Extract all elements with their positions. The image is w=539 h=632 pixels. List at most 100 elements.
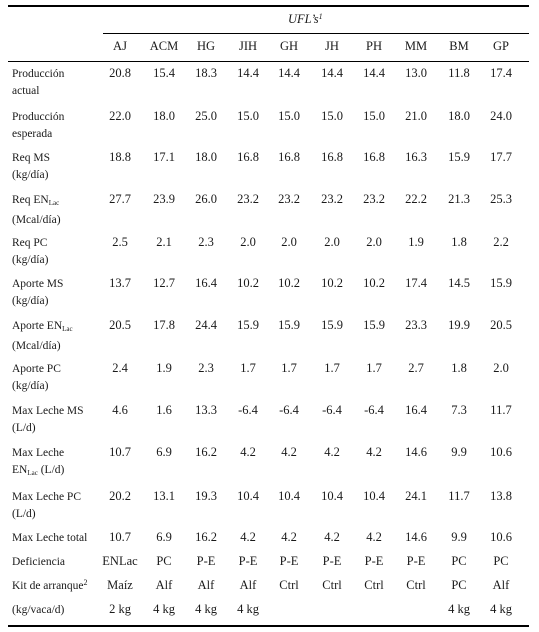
row-label: Aporte ENLac (Mcal/día) [12,320,73,352]
table-cell: Maíz [107,578,133,592]
row-label: Req PC (kg/día) [12,237,49,266]
column-header-aj: AJ [113,39,127,53]
table-cell: 14.4 [363,66,385,80]
header-rule [8,61,529,62]
table-cell: 2.3 [198,235,214,249]
table-cell: 15.4 [153,66,175,80]
table-cell: 23.9 [153,192,175,206]
table-cell: 4.2 [240,445,256,459]
table-cell: P-E [238,554,258,568]
row-label: Producción actual [12,68,65,97]
table-cell: 23.2 [237,192,259,206]
table-cell: 10.6 [490,445,512,459]
column-header-hg: HG [196,39,216,53]
table-cell: -6.4 [364,403,384,417]
table-cell: 16.8 [237,150,259,164]
table-cell: 2.0 [366,235,382,249]
column-header-gp: GP [493,39,509,53]
table-cell: 2.3 [198,361,214,375]
column-header-acm: ACM [149,39,179,53]
table-cell: 23.3 [405,318,427,332]
table-cell: 2.7 [408,361,424,375]
table-cell: 10.4 [278,489,300,503]
table-cell: 21.0 [405,109,427,123]
table-cell: 4.2 [281,445,297,459]
table-cell: 9.9 [451,445,467,459]
table-cell: 24.4 [195,318,217,332]
table-cell: 2.4 [112,361,128,375]
table-cell: 2.0 [493,361,509,375]
table-cell: 10.4 [363,489,385,503]
table-cell: 14.6 [405,445,427,459]
table-cell: 1.7 [281,361,297,375]
table-cell: 20.2 [109,489,131,503]
table-cell: Ctrl [322,578,342,592]
table-cell: 4.2 [324,530,340,544]
table-cell: 4.2 [324,445,340,459]
table-cell: 6.9 [156,530,172,544]
table-cell: 20.5 [490,318,512,332]
table-cell: 10.2 [321,276,343,290]
table-cell: 12.7 [153,276,175,290]
table-cell: 24.0 [490,109,512,123]
table-cell: P-E [406,554,426,568]
column-header-jih: JIH [238,39,258,53]
row-label: Max Leche total [12,532,88,544]
table-cell: 23.2 [278,192,300,206]
table-cell: 6.9 [156,445,172,459]
table-cell: 4.2 [366,530,382,544]
table-cell: PC [156,554,172,568]
table-cell: 19.9 [448,318,470,332]
table-cell: 1.9 [408,235,424,249]
table-cell: 11.7 [448,489,470,503]
table-cell: 10.6 [490,530,512,544]
row-label: (kg/vaca/d) [12,604,65,616]
table-cell: P-E [364,554,384,568]
table-cell: 15.9 [363,318,385,332]
table-cell: 18.0 [153,109,175,123]
table-cell: Alf [197,578,215,592]
table-cell: 20.8 [109,66,131,80]
row-label: Aporte MS (kg/día) [12,278,64,307]
table-cell: 2.5 [112,235,128,249]
table-cell: PC [451,554,467,568]
table-cell: 22.2 [405,192,427,206]
table-cell: 2 kg [109,602,131,616]
table-cell: Ctrl [364,578,384,592]
table-cell: 14.4 [278,66,300,80]
table-cell: 15.9 [237,318,259,332]
table-cell: 2.0 [281,235,297,249]
table-cell: 1.9 [156,361,172,375]
column-header-mm: MM [404,39,428,53]
table-cell: 15.0 [321,109,343,123]
table-cell: 18.3 [195,66,217,80]
table-cell: 4 kg [195,602,217,616]
table-cell: 7.3 [451,403,467,417]
table-cell: 15.9 [278,318,300,332]
table-cell: 13.3 [195,403,217,417]
table-cell: Alf [155,578,173,592]
table-cell: 14.4 [237,66,259,80]
table-cell: 2.0 [324,235,340,249]
table-cell: 22.0 [109,109,131,123]
table-cell: P-E [322,554,342,568]
table-cell: 18.0 [195,150,217,164]
table-cell: 27.7 [109,192,131,206]
table-cell: Alf [492,578,510,592]
row-label: Req MS (kg/día) [12,152,51,181]
table-cell: 19.3 [195,489,217,503]
table-cell: 10.7 [109,530,131,544]
table-cell: 17.4 [490,66,512,80]
table-cell: 17.8 [153,318,175,332]
table-cell: P-E [196,554,216,568]
bottom-rule [8,625,529,627]
table-cell: 16.8 [278,150,300,164]
table-cell: 4 kg [237,602,259,616]
table-cell: 16.4 [405,403,427,417]
table-cell: 13.8 [490,489,512,503]
row-label: Deficiencia [12,556,65,568]
table-cell: -6.4 [238,403,258,417]
top-rule [8,5,529,7]
table-cell: 17.1 [153,150,175,164]
table-cell: 14.4 [321,66,343,80]
